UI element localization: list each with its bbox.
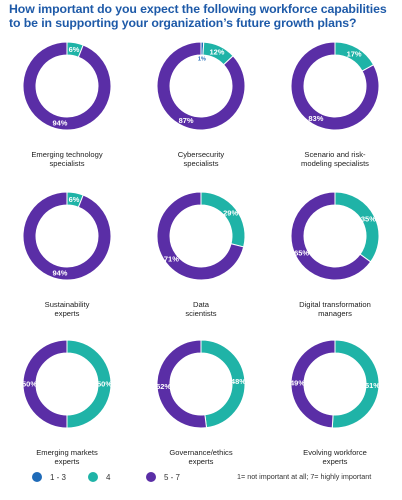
donut-data-label: 52% — [156, 382, 171, 391]
donut-category-label-line: experts — [322, 457, 348, 467]
donut-category-label: Emerging technology specialists — [0, 150, 134, 169]
donut-panel: 17% 83% Scenario and risk-modeling special… — [268, 36, 402, 186]
donut-data-label: 94% — [52, 118, 67, 127]
donut-chart: 1%12% 87% — [156, 41, 246, 131]
donut-data-label: 17% — [347, 49, 362, 58]
donut-slice-5-7 — [156, 191, 245, 281]
donut-slice-5-7 — [156, 41, 246, 131]
legend-item-4: 4 — [88, 470, 110, 484]
donut-panel: 1% 12% 87% Cybersecurity specialists — [134, 36, 268, 186]
donut-data-label: 29% — [223, 209, 238, 218]
donut-chart: 48% 52% — [156, 339, 246, 429]
donut-category-label: Emerging markets experts — [0, 448, 134, 467]
legend: 1 - 3 4 5 - 7 1= not important at all; 7… — [0, 470, 402, 488]
chart-title-line-1: How important do you expect the followin… — [9, 2, 387, 16]
donut-data-label: 65% — [294, 249, 309, 258]
donut-chart: 29% 71% — [156, 191, 246, 281]
donut-data-label: 49% — [290, 378, 305, 387]
donut-data-label: 50% — [97, 380, 112, 389]
legend-label-1-3: 1 - 3 — [50, 472, 67, 482]
donut-panel: 6% 94% Sustainability experts — [0, 186, 134, 336]
donut-category-label: Governance/ethics experts — [134, 448, 268, 467]
legend-scale-note: 1= not important at all; 7= highly impor… — [237, 472, 372, 481]
legend-item-5-7: 5 - 7 — [146, 470, 180, 484]
donut-panel: 35% 65% Digital transformation managers — [268, 186, 402, 336]
donut-category-label-line: Data — [192, 300, 210, 309]
donut-category-label-line: Evolving workforce — [303, 448, 367, 457]
legend-label-4: 4 — [106, 472, 111, 482]
donut-data-label: 35% — [361, 215, 376, 224]
donut-chart: 35% 65% — [290, 191, 380, 281]
donut-category-label: Evolving workforce experts — [268, 448, 402, 467]
donut-category-label-line: experts — [54, 457, 80, 467]
donut-category-label-line: scientists — [185, 309, 217, 319]
donut-category-label: Sustainability experts — [0, 300, 134, 319]
donut-category-label-line: Digital transformation — [299, 300, 371, 309]
donut-chart: 51% 49% — [290, 339, 380, 429]
donut-category-label-line: Sustainability — [44, 300, 90, 309]
donut-chart: 17% 83% — [290, 41, 380, 131]
donut-data-label: 51% — [365, 381, 380, 390]
legend-label-5-7: 5 - 7 — [164, 472, 181, 482]
donut-slice-5-7 — [290, 339, 336, 429]
donut-category-label-line: specialists — [49, 159, 85, 169]
donut-category-label-line: specialists — [183, 159, 219, 169]
donut-slice-4 — [66, 339, 112, 429]
donut-category-label: Data scientists — [134, 300, 268, 319]
donut-slice-5-7 — [22, 339, 68, 429]
donut-data-label: 6% — [69, 195, 80, 204]
donut-chart: 6% 94% — [22, 191, 112, 281]
donut-slice-4 — [200, 191, 246, 248]
donut-category-label-line: managers — [318, 309, 352, 319]
donut-data-label: 71% — [164, 255, 179, 264]
legend-item-1-3: 1 - 3 — [32, 470, 66, 484]
donut-category-label-line: experts — [188, 457, 214, 467]
donut-category-label-line: Emerging markets — [36, 448, 98, 457]
donut-data-label: 48% — [231, 377, 246, 386]
donut-panel: 6% 94% Emerging technology specialists — [0, 36, 134, 186]
donut-category-label-line: Emerging technology — [31, 150, 103, 159]
legend-swatch-5-7 — [146, 472, 156, 482]
donut-panel: 48% 52% Governance/ethics experts — [134, 334, 268, 484]
donut-data-label: 50% — [22, 380, 37, 389]
donut-category-label-line: Cybersecurity — [177, 150, 225, 159]
chart-title-line-2: to be in supporting your organization’s … — [9, 15, 357, 30]
donut-slice-5-7 — [156, 339, 208, 429]
donut-slice-5-7 — [22, 191, 112, 281]
donut-slice-5-7 — [22, 41, 112, 131]
donut-category-label-line: Governance/ethics — [169, 448, 233, 457]
donut-data-label: 6% — [69, 45, 80, 54]
donut-category-label-line: experts — [54, 309, 80, 319]
donut-panel: 51% 49% Evolving workforce experts — [268, 334, 402, 484]
donut-data-label: 87% — [179, 116, 194, 125]
donut-slice-5-7 — [290, 191, 372, 281]
chart-title: How important do you expect the followin… — [9, 2, 397, 30]
legend-swatch-1-3 — [32, 472, 42, 482]
donut-chart: 50% 50% — [22, 339, 112, 429]
legend-swatch-4 — [88, 472, 98, 482]
donut-category-label: Cybersecurity specialists — [134, 150, 268, 169]
donut-slice-5-7 — [290, 41, 380, 131]
donut-data-label: 83% — [308, 114, 323, 123]
donut-chart: 6% 94% — [22, 41, 112, 131]
donut-panel: 29% 71% Data scientists — [134, 186, 268, 336]
donut-category-label: Digital transformation managers — [268, 300, 402, 319]
donut-panel: 50% 50% Emerging markets experts — [0, 334, 134, 484]
donut-data-label: 94% — [52, 268, 67, 277]
donut-category-label-line: Scenario and risk- — [304, 150, 366, 159]
donut-data-label: 12% — [209, 48, 224, 57]
donut-category-label: Scenario and risk-modeling specialists — [268, 150, 402, 169]
donut-slice-4 — [334, 191, 380, 263]
donut-data-label: 1% — [198, 57, 206, 63]
donut-category-label-line: modeling specialists — [301, 159, 369, 169]
